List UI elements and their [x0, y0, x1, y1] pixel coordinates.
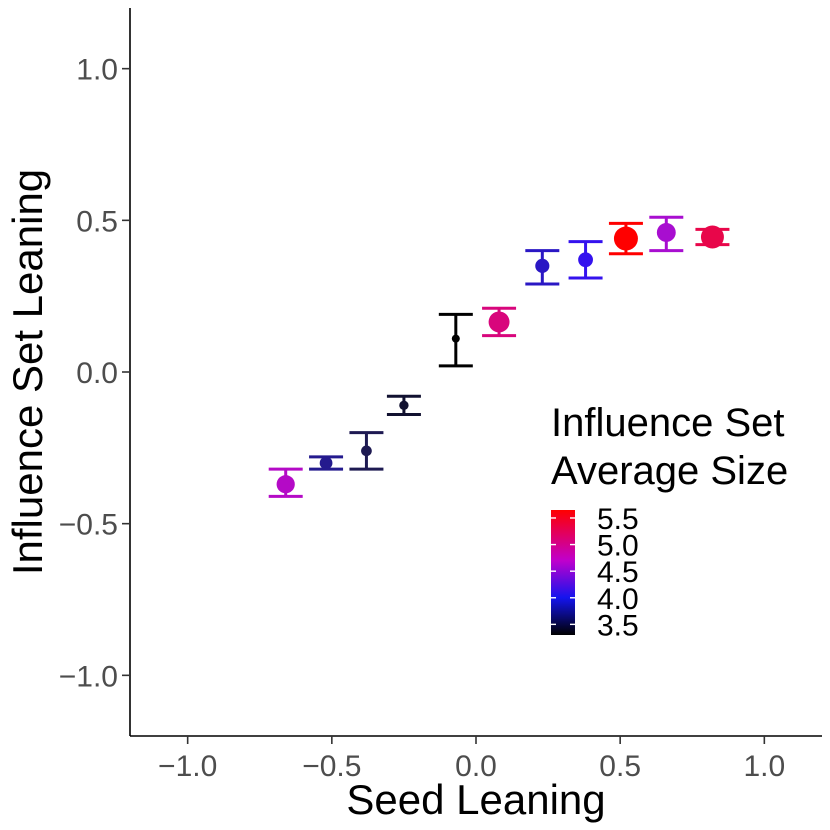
- y-tick-label: 0.0: [76, 357, 118, 390]
- legend-colorbar: [551, 510, 575, 635]
- data-point: [451, 334, 460, 343]
- y-tick-label: −1.0: [59, 660, 118, 693]
- legend-tick-label: 3.5: [597, 609, 639, 642]
- data-point: [656, 223, 676, 242]
- legend-tick-label: 5.0: [597, 530, 639, 563]
- data-point: [700, 225, 724, 249]
- legend-tick-label: 5.5: [597, 503, 639, 536]
- y-tick-label: −0.5: [59, 509, 118, 542]
- data-point: [488, 311, 510, 333]
- data-point: [319, 456, 333, 470]
- y-tick-label: 1.0: [76, 54, 118, 87]
- x-tick-label: 1.0: [743, 750, 785, 783]
- legend-tick-label: 4.5: [597, 556, 639, 589]
- data-point: [578, 252, 593, 268]
- data-point: [399, 400, 409, 411]
- x-tick-label: −1.0: [158, 750, 217, 783]
- x-axis-title: Seed Leaning: [346, 776, 605, 823]
- legend-title-line: Influence Set: [551, 401, 785, 445]
- legend-tick-label: 4.0: [597, 583, 639, 616]
- data-point: [535, 258, 550, 273]
- y-tick-label: 0.5: [76, 205, 118, 238]
- x-tick-label: 0.5: [599, 750, 641, 783]
- axes: −1.0 −0.5 0.0 0.5 1.0 −1.0 −0.5 0.0 0.5 1.0: [59, 8, 822, 783]
- y-axis-title: Influence Set Leaning: [4, 169, 51, 575]
- x-tick-label: −0.5: [302, 750, 361, 783]
- data-point: [613, 226, 638, 251]
- legend-title-line: Average Size: [551, 449, 788, 493]
- data-point: [276, 475, 295, 494]
- x-tick-label: 0.0: [455, 750, 497, 783]
- data-points: [276, 223, 724, 494]
- data-point: [361, 445, 372, 457]
